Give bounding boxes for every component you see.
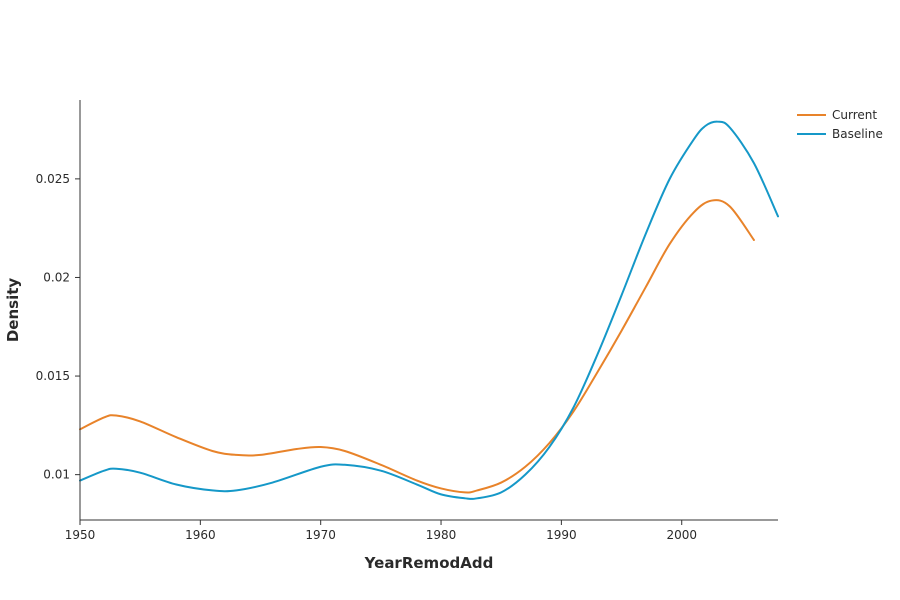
legend: Current Baseline [797,108,883,141]
axes: 1950 1960 1970 1980 1990 2000 0.010.0150.020.… [36,100,778,542]
x-tick-label: 1980 [426,528,457,542]
x-tick-label: 1970 [305,528,336,542]
legend-item-baseline: Baseline [797,127,883,141]
y-axis-ticks: 0.01 0.015 0.02 0.025 [36,172,80,482]
x-axis-ticks: 1950 1960 1970 1980 1990 2000 [65,520,697,542]
y-tick-label: 0.025 [36,172,70,186]
series-line-current [79,199,755,494]
y-tick-label: 0.02 [43,270,70,284]
x-tick-label: 1990 [546,528,577,542]
x-tick-label: 2000 [666,528,697,542]
legend-item-current: Current [797,108,877,122]
y-axis-title: Density [4,278,22,343]
series-line-baseline [79,120,779,500]
plot-area [79,120,779,500]
legend-label: Current [832,108,877,122]
x-tick-label: 1960 [185,528,216,542]
x-tick-label: 1950 [65,528,96,542]
y-tick-label: 0.015 [36,369,70,383]
legend-label: Baseline [832,127,883,141]
y-tick-label: 0.01 [43,468,70,482]
x-axis-title: YearRemodAdd [364,554,494,572]
